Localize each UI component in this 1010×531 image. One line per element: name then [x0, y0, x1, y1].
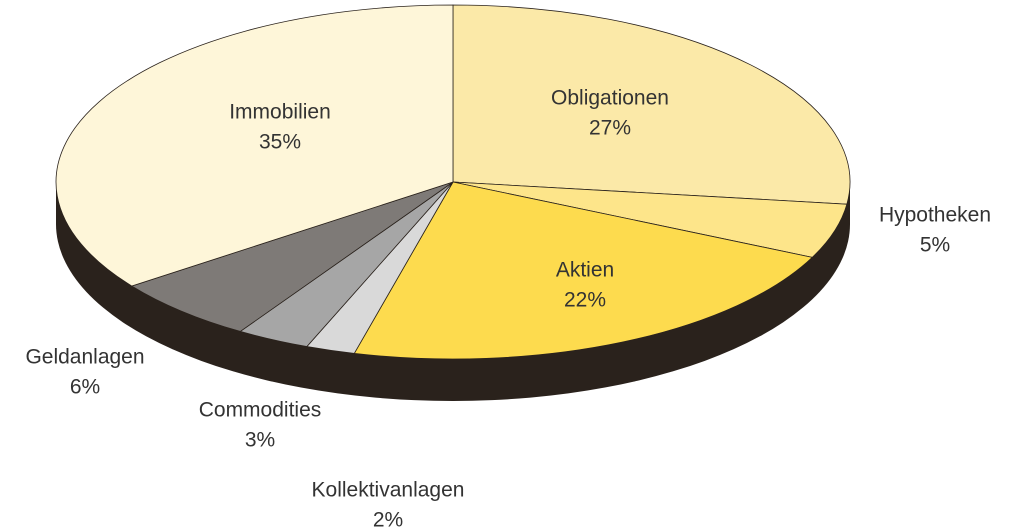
- slice-label: Geldanlagen: [25, 346, 144, 369]
- slice-value-label: 3%: [245, 429, 275, 452]
- slice-label: Obligationen: [551, 87, 669, 110]
- slice-value-label: 2%: [373, 509, 403, 531]
- slice-label: Aktien: [556, 259, 614, 282]
- slice-label: Hypotheken: [879, 204, 991, 227]
- pie-slice: [353, 181, 814, 360]
- slice-label: Kollektivanlagen: [312, 479, 465, 502]
- slice-value-label: 27%: [589, 117, 631, 140]
- pie-slice: [130, 181, 454, 332]
- pie-slice: [452, 4, 851, 205]
- slice-value-label: 22%: [564, 289, 606, 312]
- pie-slice: [55, 4, 454, 287]
- slice-value-label: 6%: [70, 376, 100, 399]
- slice-value-label: 5%: [920, 234, 950, 257]
- slice-label: Commodities: [199, 399, 322, 422]
- slice-label: Immobilien: [229, 101, 331, 124]
- slice-value-label: 35%: [259, 131, 301, 154]
